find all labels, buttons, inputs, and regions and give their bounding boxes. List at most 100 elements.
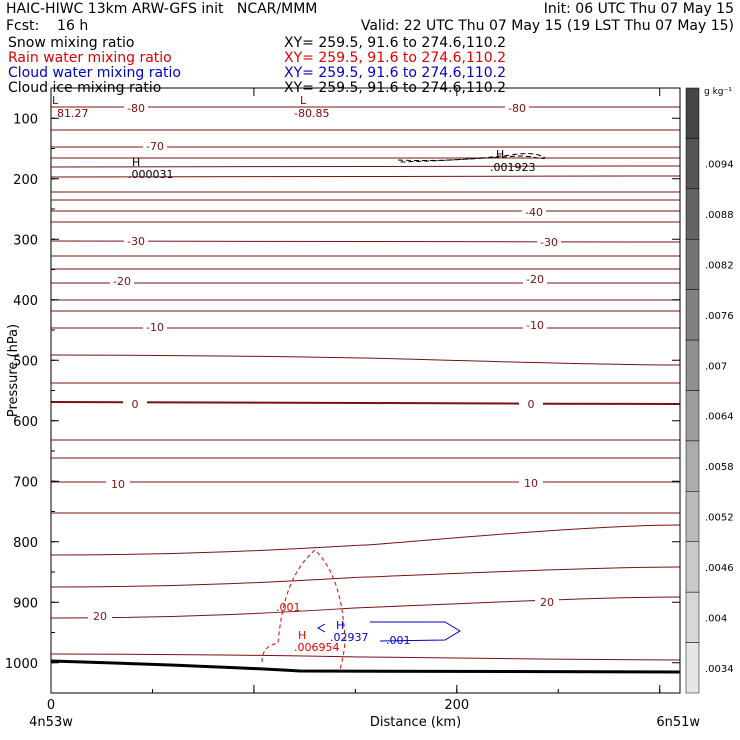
- field-snow-xy: XY= 259.5, 91.6 to 274.6,110.2: [284, 35, 507, 51]
- isotherm-label-bg: [124, 235, 148, 247]
- isotherm-label-bg: [143, 140, 167, 152]
- colorbar-segment: [685, 188, 700, 240]
- colorbar-tick-label: .0034: [705, 664, 734, 675]
- isotherm-label-bg: [519, 477, 543, 489]
- isotherm-label-bg: [124, 102, 148, 114]
- isotherm-label: 20: [93, 610, 107, 623]
- extremum-value: -80.85: [294, 107, 329, 120]
- y-tick-label: 900: [13, 596, 38, 611]
- colorbar-segment: [685, 289, 700, 341]
- colorbar-segment: [685, 491, 700, 543]
- isotherm-label: -40: [525, 206, 543, 219]
- init-time: Init: 06 UTC Thu 07 May 15: [543, 1, 734, 17]
- field-cloudwater-xy: XY= 259.5, 91.6 to 274.6,110.2: [284, 65, 507, 81]
- colorbar-segment: [685, 591, 700, 643]
- contour-label: .001: [276, 601, 301, 614]
- isotherm-label: -30: [127, 235, 145, 248]
- colorbar-segment: [685, 642, 700, 694]
- isotherm-label-bg: [535, 596, 559, 608]
- isotherm-line: [50, 596, 681, 619]
- temperature-contours: [50, 106, 681, 674]
- y-tick-label: 500: [13, 354, 38, 369]
- colorbar: g kg⁻¹ .0094 .0088 .0082 .0076 .007 .0064 .0058…: [685, 87, 734, 694]
- colorbar-tick-label: .0082: [705, 260, 734, 271]
- title-left: HAIC-HIWC 13km ARW-GFS init NCAR/MMM: [6, 1, 318, 17]
- isotherm-label: -80: [508, 102, 526, 115]
- extremum-value: 81.27: [57, 107, 89, 120]
- isotherm-line: [50, 240, 681, 243]
- y-tick-label: 1000: [5, 657, 38, 672]
- colorbar-segment: [685, 440, 700, 492]
- colorbar-tick-label: .0058: [705, 462, 734, 473]
- y-tick-label: 100: [13, 112, 38, 127]
- colorbar-tick-label: .0046: [705, 563, 734, 574]
- isotherm-label-bg: [123, 398, 147, 410]
- isotherm-label-bg: [106, 478, 130, 490]
- colorbar-tick-label: .0088: [705, 210, 734, 221]
- cloudice-contour: [397, 153, 546, 163]
- isotherm-label: -10: [526, 319, 544, 332]
- cloudwater-contour: [370, 621, 461, 642]
- isotherm-label-bg: [110, 275, 134, 287]
- isotherm-label-bg: [519, 398, 543, 410]
- extremum-letter: H: [132, 156, 140, 169]
- hydrometeor-contours: [261, 153, 546, 671]
- colorbar-segment: [685, 390, 700, 442]
- extremum-letter: L: [300, 94, 307, 107]
- y-tick-label: 600: [13, 415, 38, 430]
- y-tick-label: 200: [13, 173, 38, 188]
- y-tick-label: 700: [13, 475, 38, 490]
- extremum-letter: H: [336, 619, 344, 632]
- isotherm-label-bg: [505, 102, 529, 114]
- isotherm-line: [50, 524, 681, 556]
- extremum-value: .000031: [128, 168, 174, 181]
- isotherm-line: [50, 354, 681, 366]
- field-rain-xy: XY= 259.5, 91.6 to 274.6,110.2: [284, 50, 507, 66]
- colorbar-tick-label: .0094: [705, 160, 734, 171]
- isotherm-label: 0: [132, 398, 139, 411]
- cloudwater-contour-small: [316, 623, 326, 633]
- colorbar-tick-label: .004: [705, 613, 727, 624]
- isotherm-label-bg: [537, 236, 561, 248]
- field-cloudwater-name: Cloud water mixing ratio: [8, 65, 181, 81]
- rain-contour: [261, 549, 346, 671]
- contour-label: .001: [386, 634, 411, 647]
- isotherm-label: -20: [113, 275, 131, 288]
- isotherm-label-bg: [143, 321, 167, 333]
- field-snow-name: Snow mixing ratio: [8, 35, 135, 51]
- isotherm-label-bg: [523, 273, 547, 285]
- isotherm-line: [50, 175, 681, 178]
- isotherm-label: -80: [127, 102, 145, 115]
- y-tick-label: 300: [13, 233, 38, 248]
- field-rain-name: Rain water mixing ratio: [8, 50, 172, 66]
- colorbar-tick-label: .0064: [705, 412, 734, 423]
- colorbar-segment: [685, 339, 700, 391]
- isotherm-label: 10: [111, 478, 125, 491]
- y-axis-label: Pressure (hPa): [6, 324, 21, 417]
- colorbar-tick-label: .0076: [705, 311, 734, 322]
- y-tick-label: 400: [13, 294, 38, 309]
- right-endpoint-label: 6n51w: [656, 715, 700, 730]
- left-endpoint-label: 4n53w: [29, 715, 73, 730]
- extremum-value: .02937: [330, 631, 369, 644]
- chart-labels: -80 -80 -70 -40 -30 -30 -20 -20 -10 -10 0 0 10 10 20 20…: [52, 94, 561, 654]
- forecast-hour: Fcst: 16 h: [6, 18, 89, 34]
- colorbar-segment: [685, 239, 700, 290]
- colorbar-tick-label: .007: [705, 361, 727, 372]
- colorbar-segment: [685, 87, 700, 139]
- extremum-value: .001923: [490, 161, 536, 174]
- extremum-letter: L: [52, 94, 59, 107]
- isotherm-label-bg: [88, 610, 112, 622]
- isotherm-label: -70: [146, 140, 164, 153]
- valid-time: Valid: 22 UTC Thu 07 May 15 (19 LST Thu …: [360, 18, 734, 34]
- isotherm-label: -20: [526, 273, 544, 286]
- x-tick-label: 200: [444, 698, 469, 713]
- isotherm-line: [50, 401, 681, 405]
- isotherm-label-bg: [522, 206, 546, 218]
- colorbar-segment: [685, 138, 700, 190]
- extremum-letter: H: [496, 148, 504, 161]
- colorbar-unit: g kg⁻¹: [704, 87, 732, 97]
- isotherm-label: 10: [524, 477, 538, 490]
